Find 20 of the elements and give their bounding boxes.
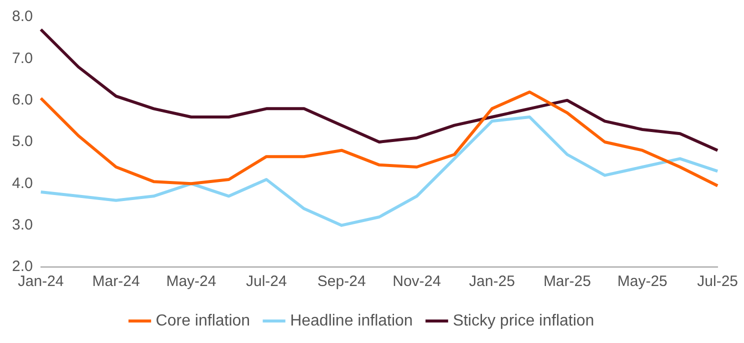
y-tick-label: 3.0 (12, 216, 33, 234)
y-tick-label: 5.0 (12, 133, 33, 150)
legend-label: Sticky price inflation (452, 312, 594, 330)
x-tick-label: Jan-24 (18, 273, 64, 290)
y-tick-label: 8.0 (12, 8, 33, 26)
x-tick-label: Mar-25 (543, 273, 591, 290)
y-tick-label: 6.0 (12, 91, 33, 108)
legend-label: Core inflation (156, 312, 250, 330)
x-tick-label: Jul-25 (697, 273, 738, 290)
y-tick-label: 2.0 (12, 258, 33, 276)
x-tick-label: Mar-24 (92, 273, 140, 290)
x-tick-label: May-24 (166, 273, 216, 290)
legend-label: Headline inflation (290, 312, 413, 330)
x-tick-label: Jul-24 (246, 273, 287, 290)
x-tick-label: Sep-24 (317, 273, 366, 290)
x-tick-label: Jan-25 (469, 273, 515, 290)
y-tick-label: 4.0 (12, 174, 33, 192)
x-tick-label: May-25 (617, 273, 668, 290)
y-tick-label: 7.0 (12, 50, 33, 67)
x-tick-label: Nov-24 (392, 273, 441, 290)
